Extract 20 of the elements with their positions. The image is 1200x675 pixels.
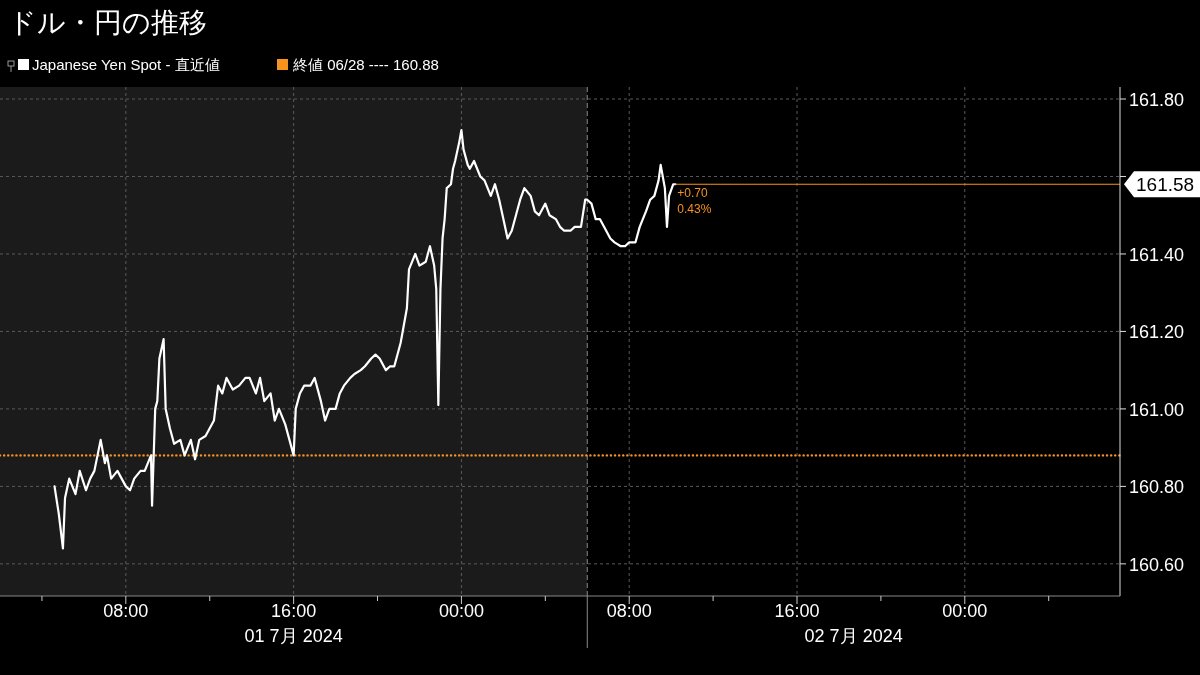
y-tick-label: 161.20 [1129,322,1185,343]
x-tick-label: 00:00 [942,601,988,621]
y-tick-label: 160.60 [1129,554,1185,575]
ref-line-label: 161.58 [1136,174,1195,196]
y-tick-label: 160.80 [1129,477,1185,498]
chart-title: ドル・円の推移 [8,7,207,38]
x-tick-label: 08:00 [103,601,149,621]
y-tick-label: 161.80 [1129,90,1185,111]
x-tick-label: 00:00 [438,601,484,621]
x-tick-label: 16:00 [271,601,317,621]
x-tick-label: 16:00 [774,601,820,621]
y-tick-label: 161.40 [1129,244,1185,265]
legend-label: 終値 06/28 ---- 160.88 [292,56,439,73]
legend-label: Japanese Yen Spot - 直近値 [32,56,220,73]
text: 01 7月 2024 [244,626,343,646]
annotation: 0.43% [677,202,712,217]
text: 02 7月 2024 [804,626,903,646]
x-tick-label: 08:00 [606,601,652,621]
annotation: +0.70 [677,186,709,201]
y-tick-label: 161.00 [1129,399,1185,420]
